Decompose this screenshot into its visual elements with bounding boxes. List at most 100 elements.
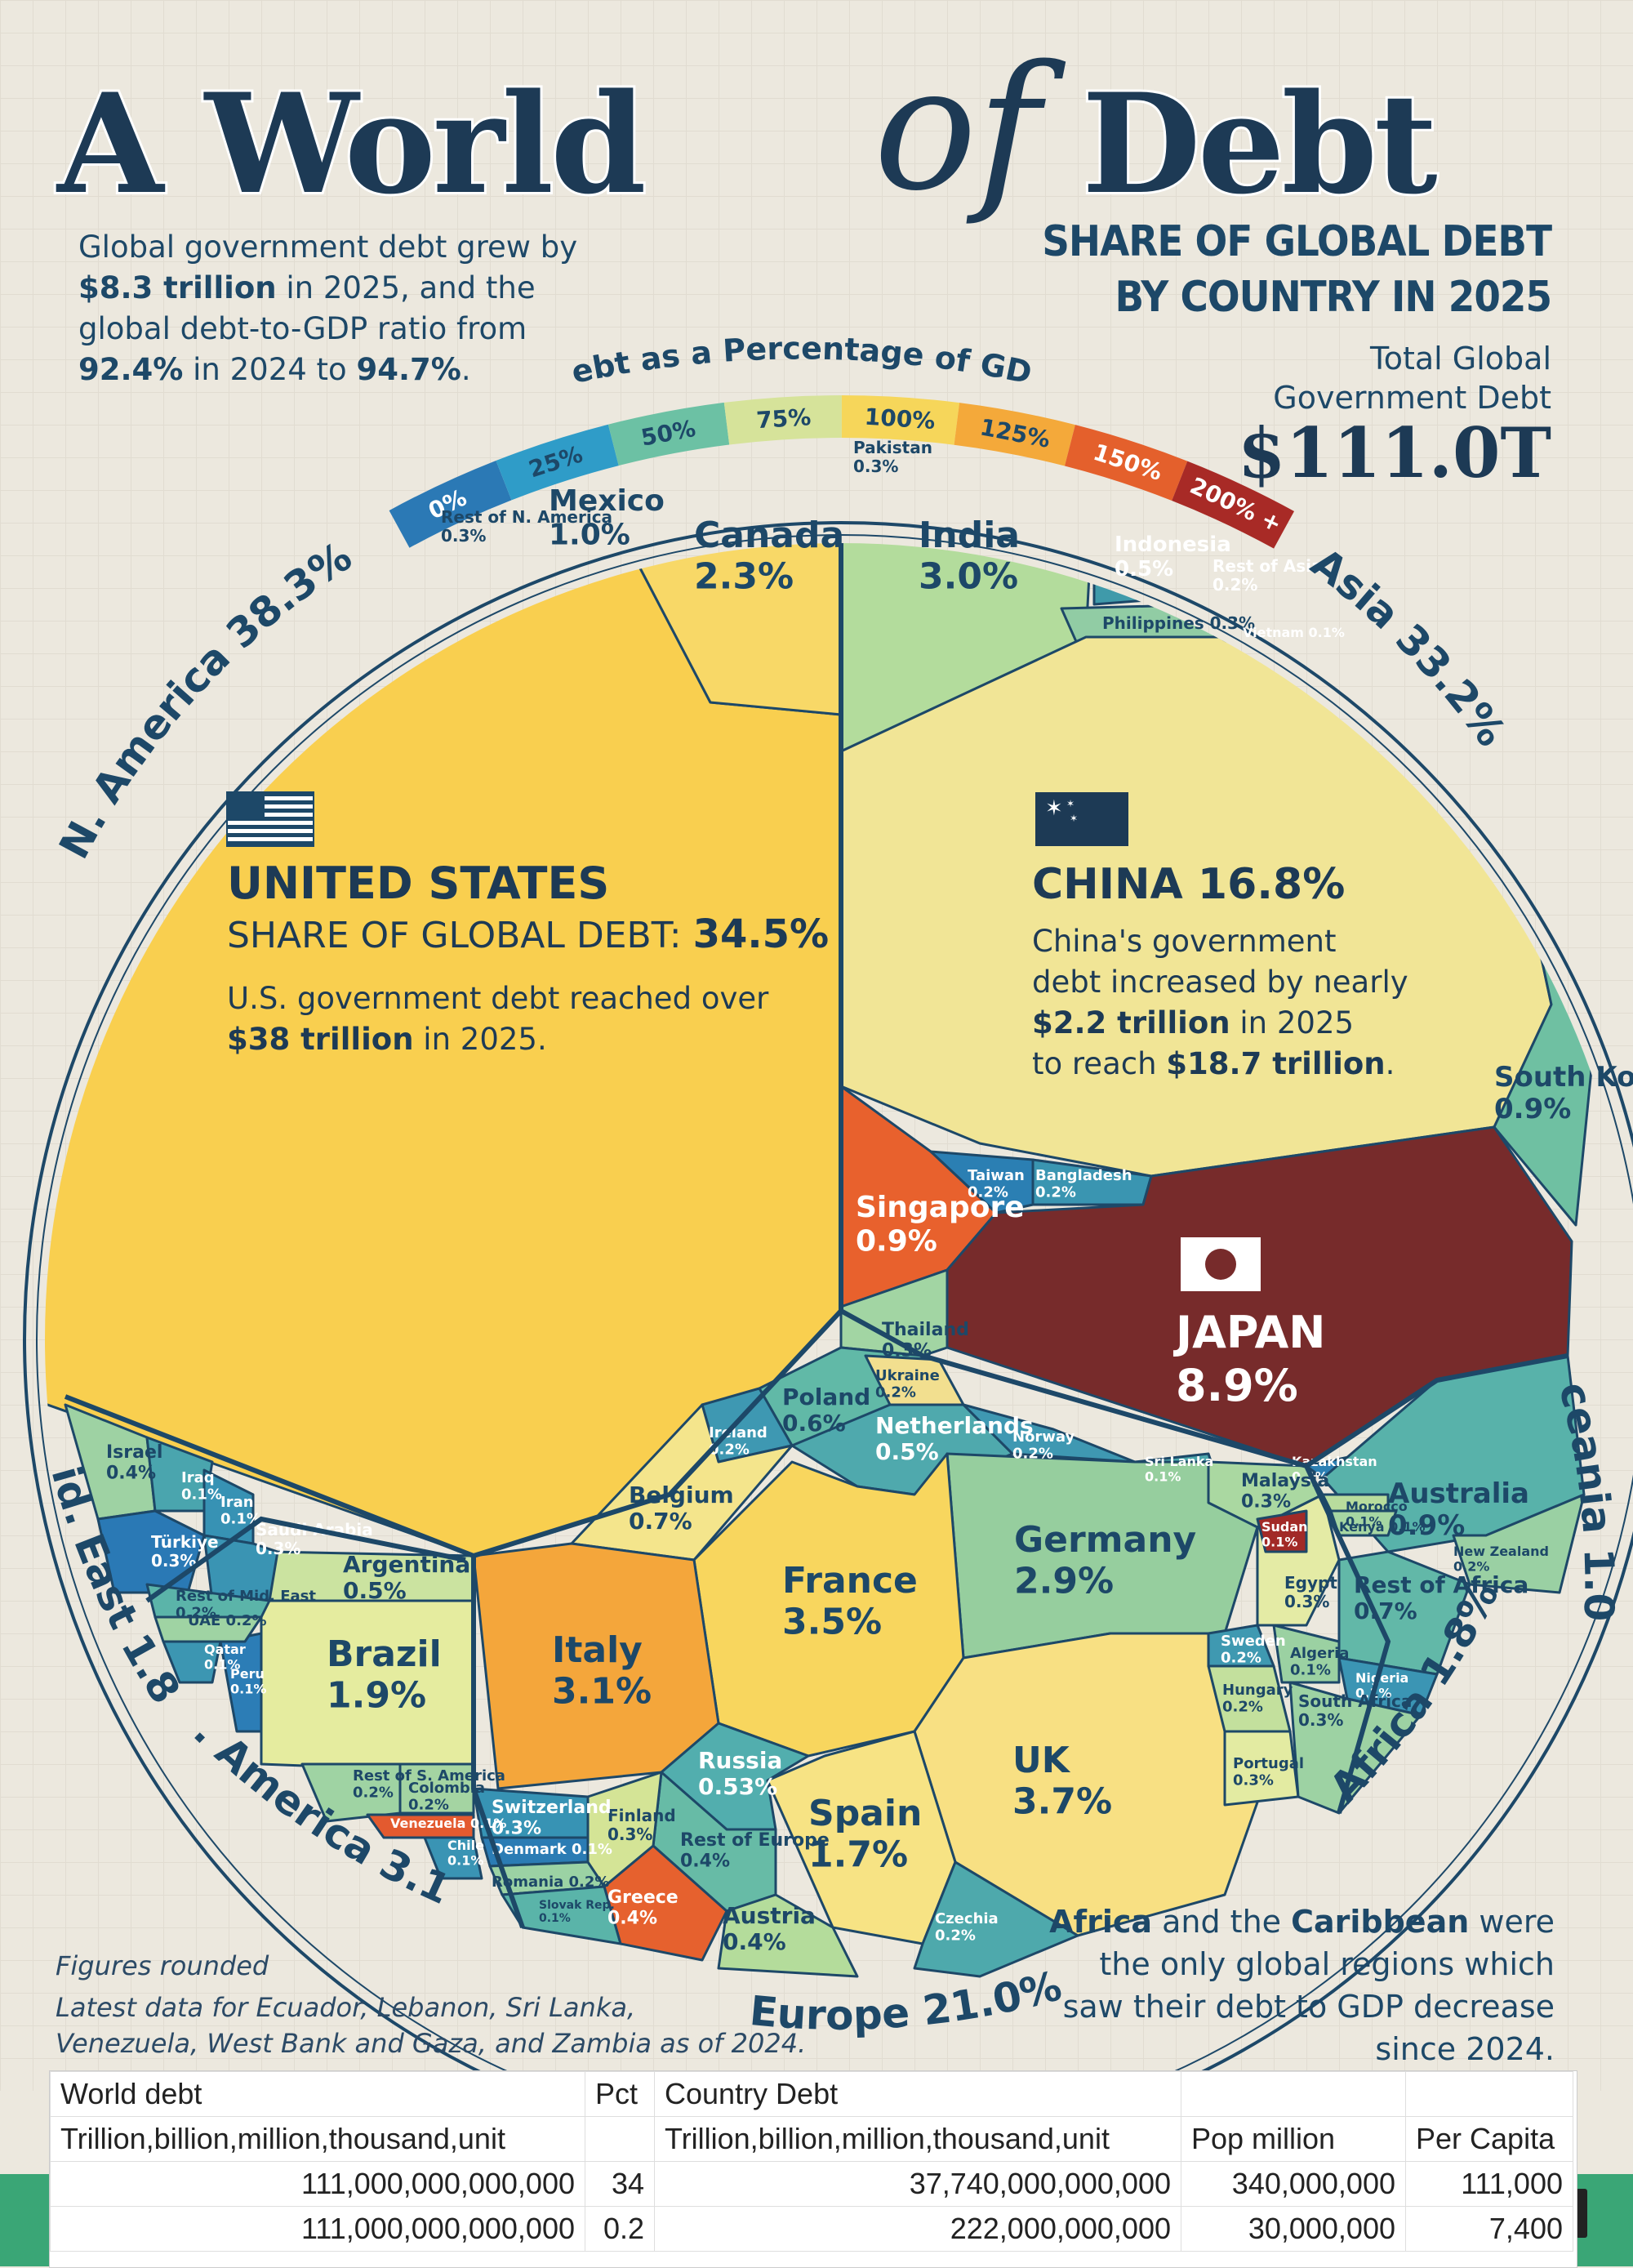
cell-value-saudi: 0.3% (256, 1539, 300, 1558)
cell-value-czechia: 0.2% (935, 1927, 976, 1945)
cell-value-finland: 0.3% (607, 1825, 652, 1844)
cell[interactable]: 111,000 (1405, 2161, 1573, 2207)
share-heading: SHARE OF GLOBAL DEBT BY COUNTRY IN 2025 (1042, 217, 1552, 322)
cell[interactable]: Per Capita (1405, 2116, 1573, 2162)
spreadsheet[interactable]: World debt Pct Country Debt Trillion,bil… (49, 2070, 1577, 2268)
cell-label-kazakhstan: Kazakhstan (1292, 1454, 1377, 1469)
cell-label-russia: Russia (698, 1747, 782, 1774)
cell-value-resteurope: 0.4% (680, 1851, 730, 1871)
cell-label-mexico: Mexico (549, 484, 665, 518)
cell-label-sweden: Sweden (1221, 1633, 1286, 1650)
cell-value-india: 3.0% (919, 556, 1018, 598)
cell-label-uk: UK (1012, 1740, 1071, 1781)
intro-text: Global government debt grew by $8.3 tril… (78, 229, 578, 387)
us-name: UNITED STATES (227, 858, 609, 909)
cell-value-peru: 0.1% (230, 1681, 266, 1696)
cell-label-nigeria: Nigeria (1355, 1670, 1408, 1686)
cell[interactable]: Pop million (1181, 2116, 1406, 2162)
cell[interactable]: Trillion,billion,million,thousand,unit (654, 2116, 1181, 2162)
china-desc-1: China's government (1032, 924, 1336, 959)
cell-value-taiwan: 0.2% (968, 1184, 1008, 1201)
cell-value-srilanka: 0.1% (1145, 1468, 1181, 1484)
cell-label-peru: Peru (230, 1666, 265, 1682)
cell-label-israel: Israel (106, 1442, 162, 1463)
cell-value-algeria: 0.1% (1290, 1662, 1331, 1679)
cell[interactable] (585, 2116, 655, 2162)
cell-label-chile: Chile (447, 1838, 484, 1853)
china-desc-3: $2.2 trillion in 2025 (1032, 1005, 1354, 1040)
cell-value-russia: 0.53% (698, 1773, 777, 1800)
total-value: $111.0T (1238, 412, 1551, 493)
china-desc-2: debt increased by nearly (1032, 965, 1408, 1000)
scale-tick-label: 100% (864, 403, 936, 434)
cell-label-uae: UAE 0.2% (188, 1612, 266, 1629)
cell[interactable]: 30,000,000 (1181, 2206, 1406, 2252)
us-desc-line2: $38 trillion in 2025. (227, 1022, 547, 1057)
debt-treemap-chart: 0%25%50%75%100%125%150%200% + Debt as a … (0, 0, 1633, 2091)
cell[interactable]: 111,000,000,000,000 (50, 2206, 585, 2252)
cell-slovak (501, 1885, 622, 1945)
cell-label-philippines: Philippines 0.3% (1102, 613, 1255, 633)
cell-value-switzerland: 0.3% (492, 1818, 541, 1838)
footnotes: Figures rounded Latest data for Ecuador,… (56, 1950, 807, 2059)
cell-label-colombia: Colombia (408, 1780, 485, 1797)
cell-label-srilanka: Sri Lanka (1145, 1454, 1213, 1469)
cell[interactable]: World debt (50, 2071, 585, 2117)
cell-label-turkiye: Türkiye (151, 1532, 219, 1552)
cell[interactable]: 340,000,000 (1181, 2161, 1406, 2207)
cell-label-finland: Finland (607, 1806, 676, 1825)
cell[interactable]: 7,400 (1405, 2206, 1573, 2252)
cell-value-restsa: 0.2% (353, 1785, 394, 1802)
cell-label-taiwan: Taiwan (968, 1167, 1025, 1184)
cell-thailand (839, 1268, 949, 1357)
cell-label-netherlands: Netherlands (875, 1412, 1034, 1439)
scale-tick-label: 75% (755, 403, 812, 434)
cell-label-australia: Australia (1388, 1477, 1529, 1510)
scale-title: Debt as a Percentage of GDP (0, 0, 1035, 391)
cell-label-norway: Norway (1012, 1428, 1075, 1446)
spreadsheet-table: World debt Pct Country Debt Trillion,bil… (50, 2071, 1573, 2252)
cell-label-switzerland: Switzerland (492, 1798, 612, 1818)
cell-label-pakistan: Pakistan (853, 438, 932, 457)
cell[interactable]: 0.2 (585, 2206, 655, 2252)
cell-sweden (1207, 1624, 1275, 1668)
cell[interactable]: 111,000,000,000,000 (50, 2161, 585, 2207)
color-scale: 0%25%50% 75% 100% 125%150%200% + (389, 394, 1295, 549)
cell-value-greece: 0.4% (607, 1908, 657, 1928)
cell-value-mexico: 1.0% (549, 518, 630, 551)
cell-label-vietnam: Vietnam 0.1% (1243, 625, 1345, 640)
cell-label-indonesia: Indonesia (1115, 532, 1231, 557)
cell[interactable]: 34 (585, 2161, 655, 2207)
cell-value-belgium: 0.7% (629, 1508, 692, 1535)
cell-label-southafrica: South Africa (1298, 1691, 1412, 1711)
china-name: CHINA 16.8% (1032, 860, 1345, 909)
cell-sudan (1256, 1509, 1308, 1553)
cell-label-hungary: Hungary (1222, 1682, 1293, 1699)
cell-value-sudan: 0.1% (1261, 1534, 1297, 1549)
sheet-header-row: World debt Pct Country Debt (50, 2071, 1573, 2117)
cell[interactable]: Pct (585, 2071, 655, 2117)
cell-chile (423, 1836, 483, 1880)
us-share-line: SHARE OF GLOBAL DEBT: 34.5% (227, 911, 829, 957)
cell[interactable] (1181, 2071, 1406, 2117)
cell-value-australia: 0.9% (1388, 1509, 1465, 1542)
cell[interactable] (1405, 2071, 1573, 2117)
cell-value-qatar: 0.1% (204, 1656, 240, 1672)
africa-note: Africa and the Caribbean were the only g… (1049, 1904, 1555, 2067)
cell-label-canada: Canada (694, 515, 844, 556)
cell-label-denmark: Denmark 0.1% (492, 1841, 612, 1858)
china-desc-4: to reach $18.7 trillion. (1032, 1046, 1395, 1081)
cell-value-brazil: 1.9% (327, 1675, 426, 1717)
cell-label-skorea: South Korea (1494, 1061, 1633, 1094)
cell[interactable]: 37,740,000,000,000 (654, 2161, 1181, 2207)
svg-text:✶: ✶ (1070, 813, 1078, 824)
cell-value-restasia: 0.2% (1213, 575, 1257, 595)
cell[interactable]: Trillion,billion,million,thousand,unit (50, 2116, 585, 2162)
cell[interactable]: Country Debt (654, 2071, 1181, 2117)
scale-segment (841, 395, 960, 445)
cell-value-bangladesh: 0.2% (1035, 1184, 1076, 1201)
cell-label-resteurope: Rest of Europe (680, 1830, 830, 1851)
cell[interactable]: 222,000,000,000 (654, 2206, 1181, 2252)
svg-text:✶: ✶ (1066, 798, 1075, 809)
